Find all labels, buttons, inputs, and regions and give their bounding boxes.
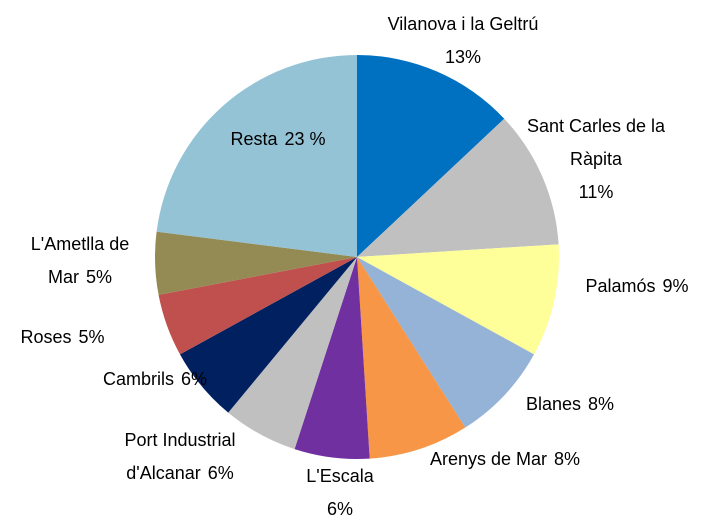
pie-slice bbox=[357, 55, 505, 257]
slice-label: Sant Carles de la Ràpita 11% bbox=[506, 110, 686, 209]
pie-slice bbox=[156, 55, 357, 257]
pie-slice bbox=[357, 244, 559, 355]
pie-slice bbox=[357, 257, 535, 428]
value-label: 11% bbox=[578, 182, 614, 202]
slice-label: L'Escala 6% bbox=[290, 460, 390, 526]
slice-label: Arenys de Mar 8% bbox=[395, 443, 615, 476]
pie-slice bbox=[179, 257, 357, 413]
slice-label: Resta 23 % bbox=[198, 123, 358, 156]
category-label: L'Ametlla de Mar bbox=[30, 234, 130, 287]
value-label: 5% bbox=[85, 267, 112, 287]
value-label: 6% bbox=[181, 369, 208, 389]
pie-slice bbox=[228, 257, 357, 450]
value-label: 8% bbox=[554, 449, 581, 469]
category-label: Arenys de Mar bbox=[429, 449, 548, 469]
category-label: Sant Carles de la Ràpita bbox=[526, 116, 666, 169]
value-label: 6% bbox=[326, 499, 353, 519]
category-label: Cambrils bbox=[102, 369, 174, 389]
pie-slice bbox=[294, 257, 370, 460]
category-label: Resta bbox=[230, 129, 278, 149]
pie-slice bbox=[357, 118, 559, 257]
slice-label: Palamós 9% bbox=[565, 270, 709, 303]
value-label: 6% bbox=[207, 463, 234, 483]
value-label: 13% bbox=[444, 47, 482, 67]
pie-slice bbox=[154, 231, 357, 295]
slice-label: Blanes 8% bbox=[505, 388, 635, 421]
category-label: Blanes bbox=[525, 394, 582, 414]
value-label: 5% bbox=[78, 327, 105, 347]
slice-label: Roses 5% bbox=[0, 321, 125, 354]
pie-slice bbox=[158, 257, 357, 355]
value-label: 23 % bbox=[284, 129, 326, 149]
pie-slice bbox=[357, 257, 466, 459]
category-label: Port Industrial d'Alcanar bbox=[124, 430, 236, 483]
value-label: 9% bbox=[662, 276, 689, 296]
slice-label: Cambrils 6% bbox=[100, 363, 210, 396]
category-label: Palamós bbox=[585, 276, 656, 296]
category-label: Vilanova i la Geltrú bbox=[387, 14, 539, 34]
category-label: Roses bbox=[20, 327, 72, 347]
value-label: 8% bbox=[588, 394, 615, 414]
slice-label: Port Industrial d'Alcanar 6% bbox=[90, 424, 270, 490]
category-label: L'Escala bbox=[306, 466, 374, 486]
slice-label: Vilanova i la Geltrú 13% bbox=[363, 8, 563, 74]
slice-label: L'Ametlla de Mar 5% bbox=[10, 228, 150, 294]
